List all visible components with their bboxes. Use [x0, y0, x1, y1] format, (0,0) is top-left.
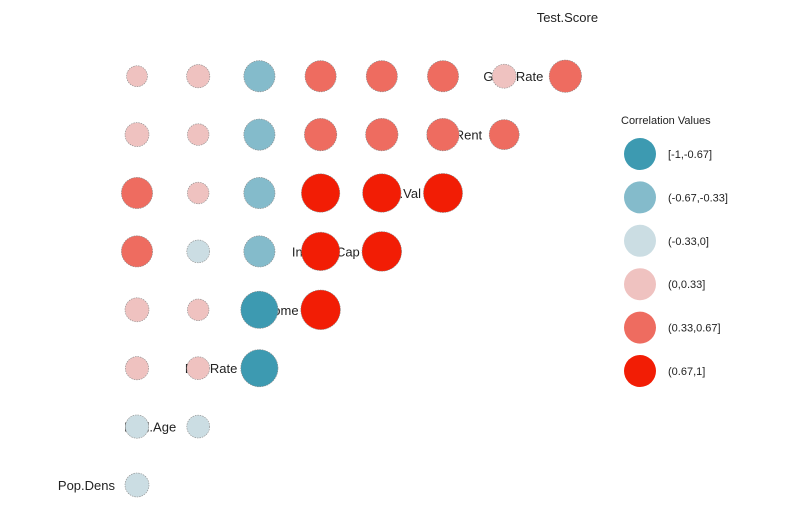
legend-label-5: (0.67,1]	[668, 366, 705, 378]
legend-label-2: (-0.33,0]	[668, 236, 709, 248]
legend-label-1: (-0.67,-0.33]	[668, 192, 728, 204]
corr-point-home-val-med-age	[186, 239, 210, 264]
corr-point-grad-rate-home-val	[426, 118, 460, 152]
corr-point-grad-rate-pop-dens	[124, 122, 150, 147]
corr-point-income-pov-rate	[240, 349, 279, 388]
legend-swatch-3	[624, 268, 656, 301]
legend-label-4: (0.33,0.67]	[668, 323, 721, 335]
corr-point-med-rent-med-age	[187, 181, 210, 205]
corr-point-grad-rate-income	[304, 118, 338, 152]
corr-point-med-rent-inc-per-cap	[362, 173, 402, 213]
legend-label-3: (0,0.33]	[668, 279, 705, 291]
variable-label-test-score: Test.Score	[537, 10, 598, 25]
corr-point-test-score-home-val	[427, 60, 459, 93]
legend-swatch-5	[624, 355, 656, 387]
corr-point-test-score-pov-rate	[243, 60, 276, 93]
legend-swatch-4	[624, 311, 656, 344]
corr-point-med-rent-pop-dens	[121, 177, 153, 209]
variable-label-pop-dens: Pop.Dens	[58, 478, 116, 493]
corr-point-grad-rate-pov-rate	[243, 118, 276, 151]
corr-point-inc-per-cap-pop-dens	[124, 297, 150, 323]
corr-point-med-rent-pov-rate	[243, 177, 276, 209]
corr-point-test-score-grad-rate	[548, 59, 582, 93]
correlation-points	[121, 59, 582, 498]
corr-point-home-val-pop-dens	[121, 235, 153, 268]
corr-point-test-score-pop-dens	[126, 65, 148, 87]
legend-swatch-2	[624, 224, 656, 257]
corr-point-grad-rate-med-age	[187, 123, 210, 146]
corr-point-test-score-inc-per-cap	[365, 60, 398, 93]
corr-point-grad-rate-med-rent	[488, 119, 520, 150]
legend: Correlation Values [-1,-0.67] (-0.67,-0.3…	[621, 115, 728, 387]
corr-point-grad-rate-inc-per-cap	[365, 118, 399, 152]
corr-point-test-score-med-age	[186, 64, 211, 89]
corr-point-inc-per-cap-pov-rate	[240, 290, 279, 329]
legend-swatch-0	[624, 138, 656, 170]
corr-point-home-val-pov-rate	[243, 235, 276, 268]
corr-point-inc-per-cap-med-age	[187, 298, 210, 321]
corr-point-inc-per-cap-income	[300, 289, 341, 330]
corr-point-med-rent-home-val	[423, 173, 463, 213]
corr-point-test-score-income	[304, 60, 337, 93]
corr-point-home-val-inc-per-cap	[361, 231, 402, 272]
corr-point-home-val-income	[301, 231, 341, 271]
corr-point-pov-rate-med-age	[186, 414, 210, 439]
corr-point-med-age-pop-dens	[124, 472, 150, 498]
corr-point-med-rent-income	[301, 173, 341, 213]
corr-point-pov-rate-pop-dens	[125, 414, 149, 439]
corr-point-test-score-med-rent	[491, 63, 517, 89]
legend-label-0: [-1,-0.67]	[668, 149, 712, 161]
legend-title: Correlation Values	[621, 115, 711, 127]
legend-swatch-1	[624, 181, 656, 214]
corr-point-income-med-age	[186, 356, 210, 380]
corr-point-income-pop-dens	[125, 356, 149, 381]
